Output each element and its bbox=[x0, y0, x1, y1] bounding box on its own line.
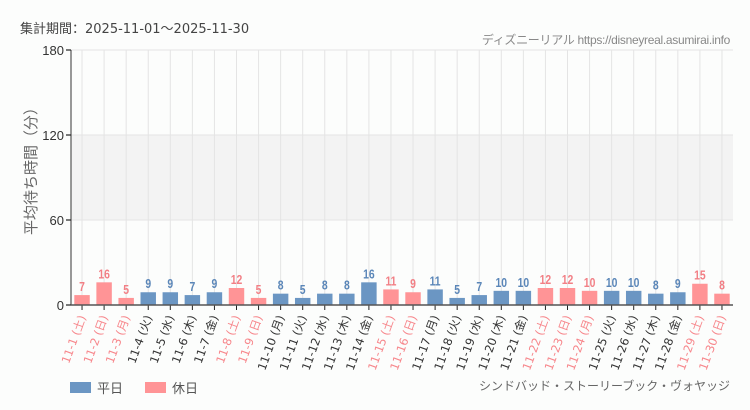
bar-weekday bbox=[206, 292, 223, 305]
bar-weekday bbox=[648, 293, 664, 305]
bar-holiday bbox=[405, 292, 421, 305]
bar-value-label: 10 bbox=[628, 276, 640, 290]
bar-value-label: 8 bbox=[322, 279, 328, 293]
legend-item-weekday: 平日 bbox=[70, 378, 123, 397]
bar-value-label: 10 bbox=[606, 276, 618, 290]
bar-weekday bbox=[471, 295, 487, 305]
bar-weekday bbox=[317, 293, 333, 305]
bar-value-label: 7 bbox=[476, 280, 482, 294]
bar-weekday bbox=[670, 292, 686, 305]
bar-value-label: 8 bbox=[653, 279, 659, 293]
bar-weekday bbox=[294, 297, 311, 305]
legend-label-holiday: 休日 bbox=[172, 382, 199, 397]
legend-label-weekday: 平日 bbox=[97, 382, 124, 397]
bar-value-label: 9 bbox=[145, 277, 151, 291]
bar-value-label: 12 bbox=[231, 273, 243, 287]
bar-weekday bbox=[184, 295, 201, 305]
bar-value-label: 9 bbox=[212, 277, 218, 291]
bar-holiday bbox=[559, 288, 576, 305]
bar-value-label: 9 bbox=[167, 277, 173, 291]
bar-value-label: 10 bbox=[584, 276, 596, 290]
bar-weekday bbox=[449, 297, 465, 305]
attraction-name: シンドバッド・ストーリーブック・ヴォヤッジ bbox=[478, 379, 730, 393]
bar-weekday bbox=[515, 290, 532, 305]
bar-weekday bbox=[493, 290, 510, 305]
bar-weekday bbox=[427, 289, 443, 305]
bar-value-label: 15 bbox=[694, 269, 706, 283]
bar-weekday bbox=[625, 290, 642, 305]
legend-swatch-weekday bbox=[70, 382, 91, 393]
bar-value-label: 7 bbox=[189, 280, 195, 294]
bar-weekday bbox=[361, 282, 377, 305]
bar-value-label: 9 bbox=[410, 277, 416, 291]
bar-value-label: 8 bbox=[278, 279, 284, 293]
bar-value-label: 16 bbox=[98, 267, 110, 281]
bar-holiday bbox=[581, 290, 598, 305]
period-label: 集計期間：2025-11-01～2025-11-30 bbox=[20, 22, 250, 37]
bar-holiday bbox=[250, 297, 267, 305]
bar-value-label: 11 bbox=[385, 274, 396, 288]
bar-value-label: 5 bbox=[300, 283, 306, 297]
bar-holiday bbox=[537, 288, 554, 305]
bar-holiday bbox=[96, 282, 112, 305]
bar-weekday bbox=[272, 293, 289, 305]
y-tick-label: 0 bbox=[57, 298, 64, 313]
bar-value-label: 9 bbox=[675, 277, 681, 291]
bar-holiday bbox=[228, 288, 245, 305]
site-credit: ディズニーリアル https://disneyreal.asumirai.inf… bbox=[481, 33, 730, 47]
legend-swatch-holiday bbox=[145, 382, 167, 393]
bar-value-label: 12 bbox=[540, 273, 552, 287]
bar-holiday bbox=[118, 297, 134, 305]
bar-value-label: 5 bbox=[256, 283, 262, 297]
bar-weekday bbox=[603, 290, 620, 305]
bar-value-label: 5 bbox=[454, 283, 460, 297]
bar-value-label: 10 bbox=[518, 276, 530, 290]
bar-weekday bbox=[339, 293, 355, 305]
y-tick-label: 120 bbox=[42, 128, 64, 143]
bar-value-label: 12 bbox=[562, 273, 574, 287]
y-tick-label: 180 bbox=[42, 43, 64, 58]
bar-holiday bbox=[383, 289, 399, 305]
band-60-120 bbox=[71, 135, 733, 220]
bar-value-label: 7 bbox=[79, 280, 85, 294]
bar-value-label: 8 bbox=[344, 279, 350, 293]
bar-weekday bbox=[140, 292, 156, 305]
bar-value-label: 5 bbox=[123, 283, 129, 297]
bar-value-label: 10 bbox=[496, 276, 508, 290]
bar-holiday bbox=[692, 283, 708, 305]
bar-holiday bbox=[74, 295, 90, 305]
bar-value-label: 16 bbox=[363, 267, 375, 281]
legend-item-holiday: 休日 bbox=[145, 378, 198, 397]
legend: 平日 休日 bbox=[70, 378, 220, 397]
bar-weekday bbox=[162, 292, 179, 305]
bar-holiday bbox=[714, 293, 730, 305]
y-axis-title: 平均待ち時間（分） bbox=[22, 100, 40, 235]
bar-value-label: 11 bbox=[430, 274, 441, 288]
bar-value-label: 8 bbox=[719, 279, 725, 293]
y-tick-label: 60 bbox=[50, 213, 64, 228]
